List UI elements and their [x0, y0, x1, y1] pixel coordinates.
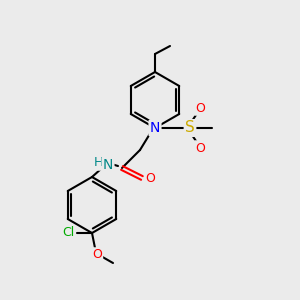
Text: O: O — [92, 248, 102, 262]
Text: N: N — [150, 121, 160, 135]
Text: S: S — [185, 121, 195, 136]
Text: N: N — [103, 158, 113, 172]
Text: Cl: Cl — [62, 226, 74, 239]
Text: H: H — [93, 157, 103, 169]
Text: O: O — [195, 142, 205, 154]
Text: O: O — [195, 101, 205, 115]
Text: O: O — [145, 172, 155, 184]
